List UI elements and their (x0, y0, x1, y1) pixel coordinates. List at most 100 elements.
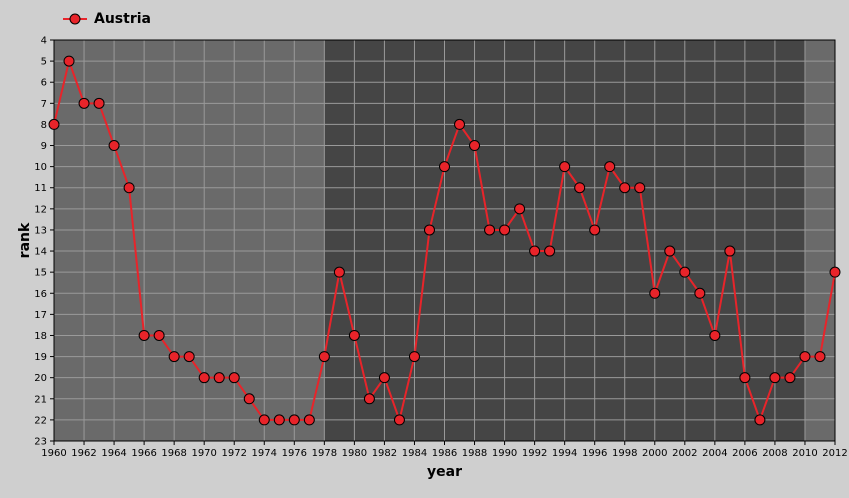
x-tick-label: 1990 (492, 448, 517, 459)
y-axis: 4 5 6 7 8 9 10 11 12 13 14 15 16 17 18 19 20 21 22 23 (34, 36, 54, 448)
data-point (799, 351, 811, 363)
data-point (634, 182, 646, 194)
x-tick-label: 2000 (642, 448, 667, 459)
data-point (724, 245, 736, 257)
data-point (183, 351, 195, 363)
data-point (559, 161, 571, 173)
y-tick-label: 12 (34, 204, 47, 215)
y-tick-label: 10 (34, 162, 47, 173)
y-tick-label: 8 (41, 120, 47, 131)
data-point (393, 414, 405, 426)
data-point (138, 329, 150, 341)
data-point (243, 393, 255, 405)
data-point (529, 245, 541, 257)
y-tick-label: 15 (34, 268, 47, 279)
x-tick-label: 1988 (462, 448, 487, 459)
data-point (288, 414, 300, 426)
data-point (303, 414, 315, 426)
data-point (499, 224, 511, 236)
data-point (484, 224, 496, 236)
x-axis-title: year (427, 464, 462, 480)
x-tick-label: 1992 (522, 448, 547, 459)
data-point (439, 161, 450, 173)
x-tick-label: 1998 (612, 448, 637, 459)
x-tick-label: 1968 (161, 448, 186, 459)
x-tick-label: 1980 (342, 448, 367, 459)
y-tick-label: 21 (34, 394, 47, 405)
x-tick-label: 1976 (282, 448, 307, 459)
series-points-austria (48, 55, 841, 426)
x-tick-label: 2012 (822, 448, 847, 459)
y-tick-label: 18 (34, 331, 47, 342)
data-point (829, 266, 841, 278)
y-tick-label: 14 (34, 247, 47, 258)
data-point (333, 266, 345, 278)
x-tick-label: 2008 (762, 448, 787, 459)
data-point (78, 97, 90, 109)
legend: Austria (62, 9, 151, 29)
y-tick-label: 22 (34, 415, 47, 426)
x-tick-label: 1982 (372, 448, 397, 459)
y-tick-label: 9 (41, 141, 47, 152)
data-point (108, 140, 120, 152)
data-point (198, 372, 210, 384)
y-tick-label: 20 (34, 373, 47, 384)
data-point (709, 329, 721, 341)
y-tick-label: 13 (34, 225, 47, 236)
y-axis-title: rank (17, 222, 33, 258)
x-tick-label: 2006 (732, 448, 757, 459)
data-point (63, 55, 75, 67)
x-tick-label: 1994 (552, 448, 577, 459)
x-tick-label: 1978 (312, 448, 337, 459)
data-point (619, 182, 631, 194)
data-point (123, 182, 135, 194)
data-point (814, 351, 826, 363)
data-point (469, 140, 481, 152)
x-tick-label: 1964 (101, 448, 126, 459)
y-tick-label: 11 (34, 183, 47, 194)
data-point (93, 97, 105, 109)
data-point (258, 414, 270, 426)
data-point (679, 266, 691, 278)
x-tick-label: 1972 (222, 448, 247, 459)
y-tick-label: 7 (41, 99, 47, 110)
x-axis: 1960 1962 1964 1966 1968 1970 1972 1974 1976 1978… (41, 441, 848, 459)
data-point (408, 351, 420, 363)
data-point (739, 372, 751, 384)
data-point (423, 224, 435, 236)
data-point (664, 245, 676, 257)
x-tick-label: 1996 (582, 448, 607, 459)
y-tick-label: 23 (34, 437, 47, 448)
data-point (213, 372, 225, 384)
x-tick-label: 2010 (792, 448, 817, 459)
data-point (348, 329, 360, 341)
x-tick-label: 1966 (131, 448, 156, 459)
data-point (604, 161, 616, 173)
y-tick-label: 16 (34, 289, 47, 300)
x-tick-label: 2002 (672, 448, 697, 459)
y-tick-label: 5 (41, 57, 47, 68)
data-point (363, 393, 375, 405)
data-point (228, 372, 240, 384)
data-point (589, 224, 601, 236)
data-point (48, 118, 60, 130)
legend-marker-icon (63, 13, 87, 25)
data-point (754, 414, 766, 426)
x-tick-label: 1984 (402, 448, 427, 459)
data-point (454, 118, 466, 130)
data-point (544, 245, 556, 257)
data-point (273, 414, 285, 426)
data-point (153, 329, 165, 341)
data-point (769, 372, 781, 384)
data-point (574, 182, 586, 194)
x-tick-label: 1960 (41, 448, 66, 459)
y-tick-label: 6 (41, 78, 47, 89)
x-tick-label: 2004 (702, 448, 727, 459)
x-tick-label: 1986 (432, 448, 457, 459)
background-band-3 (804, 40, 835, 441)
data-point (649, 287, 661, 299)
data-point (514, 203, 526, 215)
y-tick-label: 17 (34, 310, 47, 321)
data-point (168, 351, 180, 363)
x-tick-label: 1962 (71, 448, 96, 459)
